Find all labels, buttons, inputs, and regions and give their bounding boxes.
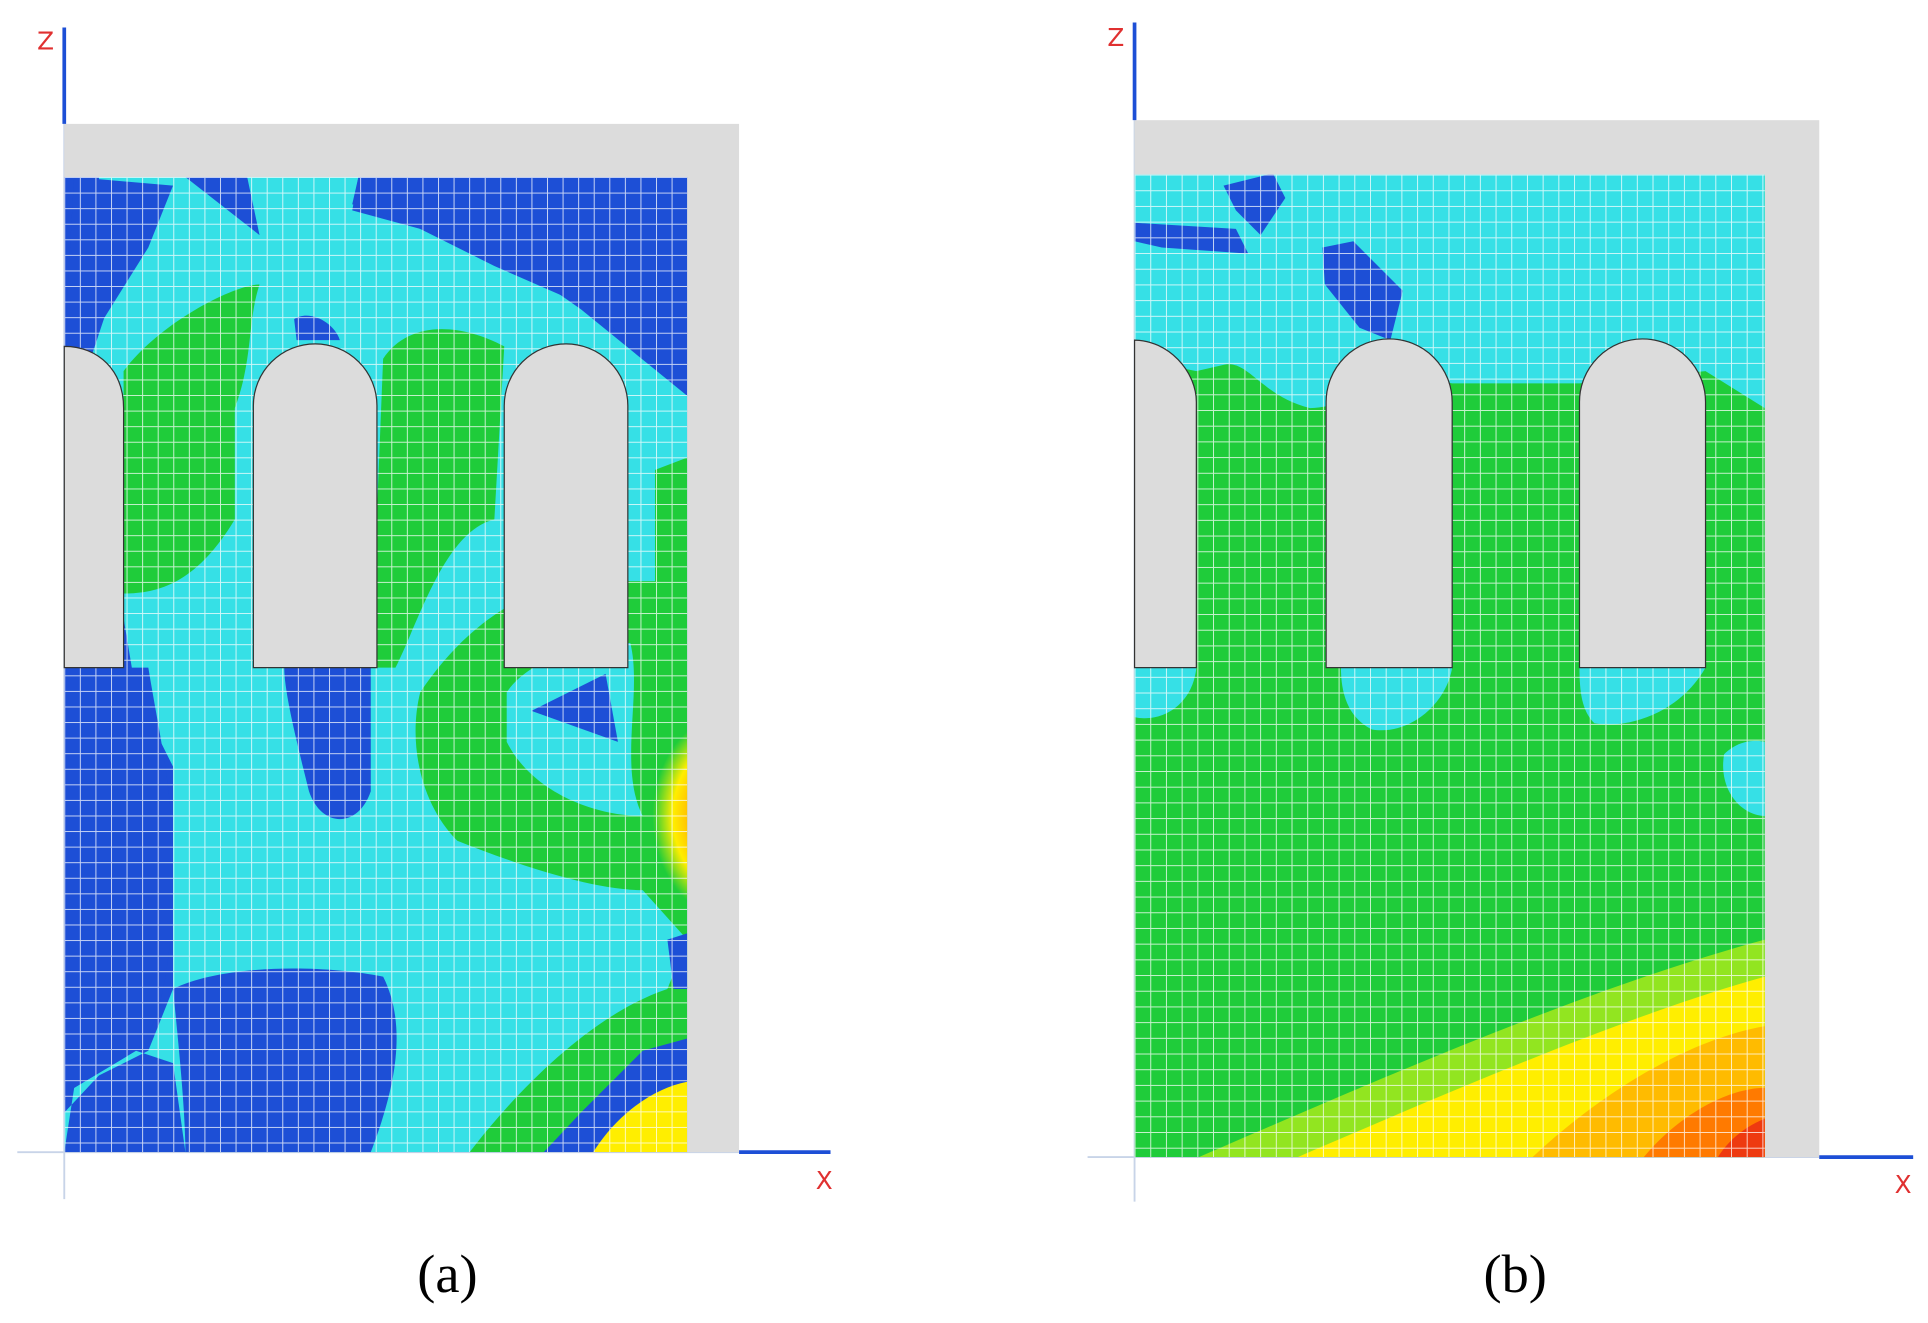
opening [1325,338,1453,669]
panel-a: Z X (a) [37,27,833,1304]
panel-b: Z X (b) [1107,22,1914,1304]
opening [63,345,125,669]
contours [64,177,688,1153]
caption: (a) [417,1244,477,1304]
opening [1133,339,1197,669]
opening [1578,338,1707,669]
x-label: X [1895,1170,1912,1199]
x-label: X [816,1166,833,1195]
opening [252,343,378,669]
opening [503,343,629,669]
z-label: Z [37,27,54,56]
z-label: Z [1107,23,1124,52]
caption: (b) [1484,1244,1547,1304]
